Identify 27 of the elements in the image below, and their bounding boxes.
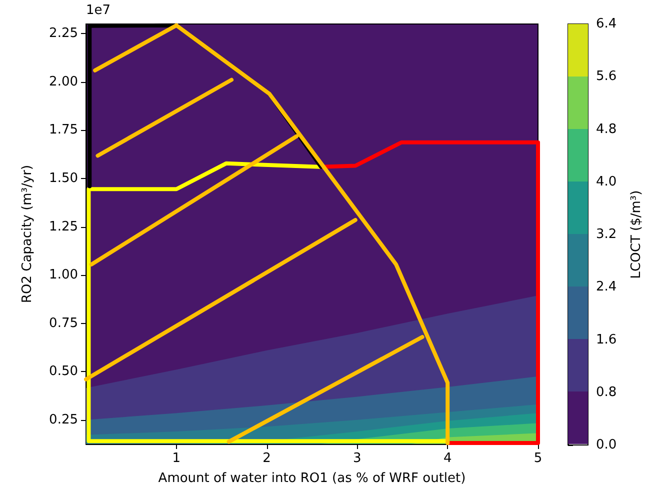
y-tick-label: 1.75 bbox=[49, 122, 78, 138]
y-tick-label: 0.75 bbox=[49, 316, 78, 331]
color-bar-label: 1.6 bbox=[596, 332, 617, 348]
color-bar-label: 4.0 bbox=[596, 174, 617, 190]
y-axis-title: RO2 Capacity (m³/yr) bbox=[20, 164, 35, 304]
x-tick-label: 1 bbox=[172, 451, 181, 466]
color-bar-label: 6.4 bbox=[596, 16, 617, 32]
y-tick-label: 1.25 bbox=[49, 219, 78, 234]
color-bar-label: 3.2 bbox=[596, 227, 617, 242]
color-bar-label: 2.4 bbox=[596, 280, 617, 295]
y-tick-label: 2.00 bbox=[49, 74, 78, 90]
y-tick-label: 1.00 bbox=[49, 268, 78, 283]
color-bar-label: 4.8 bbox=[596, 122, 617, 137]
y-tick-label: 0.25 bbox=[49, 412, 78, 428]
color-bar-label: 5.6 bbox=[596, 69, 617, 84]
text: 1e7 bbox=[86, 3, 111, 18]
color-bar-title: LCOCT ($/m³) bbox=[629, 190, 644, 279]
x-tick-label: 5 bbox=[534, 451, 542, 466]
y-tick-label: 1.50 bbox=[49, 170, 78, 186]
x-axis-title: Amount of water into RO1 (as % of WRF outlet) bbox=[158, 471, 466, 486]
color-bar-label: 0.0 bbox=[596, 438, 617, 452]
x-tick-label: 2 bbox=[262, 451, 271, 466]
y-tick-label: 2.25 bbox=[49, 26, 78, 42]
x-tick-label: 3 bbox=[353, 451, 362, 466]
y-tick-label: 0.50 bbox=[49, 364, 78, 380]
x-tick-label: 4 bbox=[443, 451, 452, 466]
color-bar-label: 0.8 bbox=[596, 384, 617, 400]
